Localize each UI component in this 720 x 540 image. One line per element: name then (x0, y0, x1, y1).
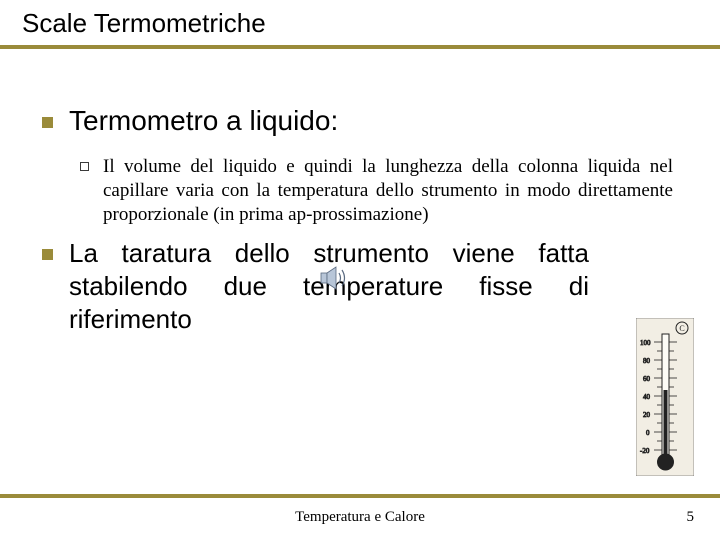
sub-bullet-item-1: Il volume del liquido e quindi la lunghe… (80, 155, 680, 227)
slide-content: Termometro a liquido: Il volume del liqu… (0, 49, 720, 337)
page-number: 5 (687, 509, 695, 526)
svg-text:20: 20 (643, 411, 651, 419)
bullet-icon (42, 249, 53, 260)
slide-title-bar: Scale Termometriche (0, 0, 720, 49)
bullet-icon (42, 117, 53, 128)
svg-text:-20: -20 (640, 447, 650, 455)
footer-line (0, 494, 720, 498)
svg-text:80: 80 (643, 357, 651, 365)
sub-text-1: Il volume del liquido e quindi la lunghe… (103, 155, 673, 227)
footer-text: Temperatura e Calore (0, 509, 720, 526)
svg-text:100: 100 (640, 339, 651, 347)
bullet-item-1: Termometro a liquido: (42, 105, 680, 137)
bullet-item-2: La taratura dello strumento viene fatta … (42, 237, 680, 337)
sub-bullet-icon (80, 162, 89, 171)
heading-1: Termometro a liquido: (69, 105, 338, 137)
svg-text:0: 0 (646, 429, 650, 437)
title-underline (0, 45, 720, 49)
svg-text:40: 40 (643, 393, 651, 401)
speaker-icon (320, 265, 348, 291)
slide-title: Scale Termometriche (22, 8, 720, 39)
svg-text:60: 60 (643, 375, 651, 383)
thermo-unit-label: C (679, 324, 684, 333)
thermometer-image: C 100 80 60 40 20 0 -20 (636, 318, 694, 476)
